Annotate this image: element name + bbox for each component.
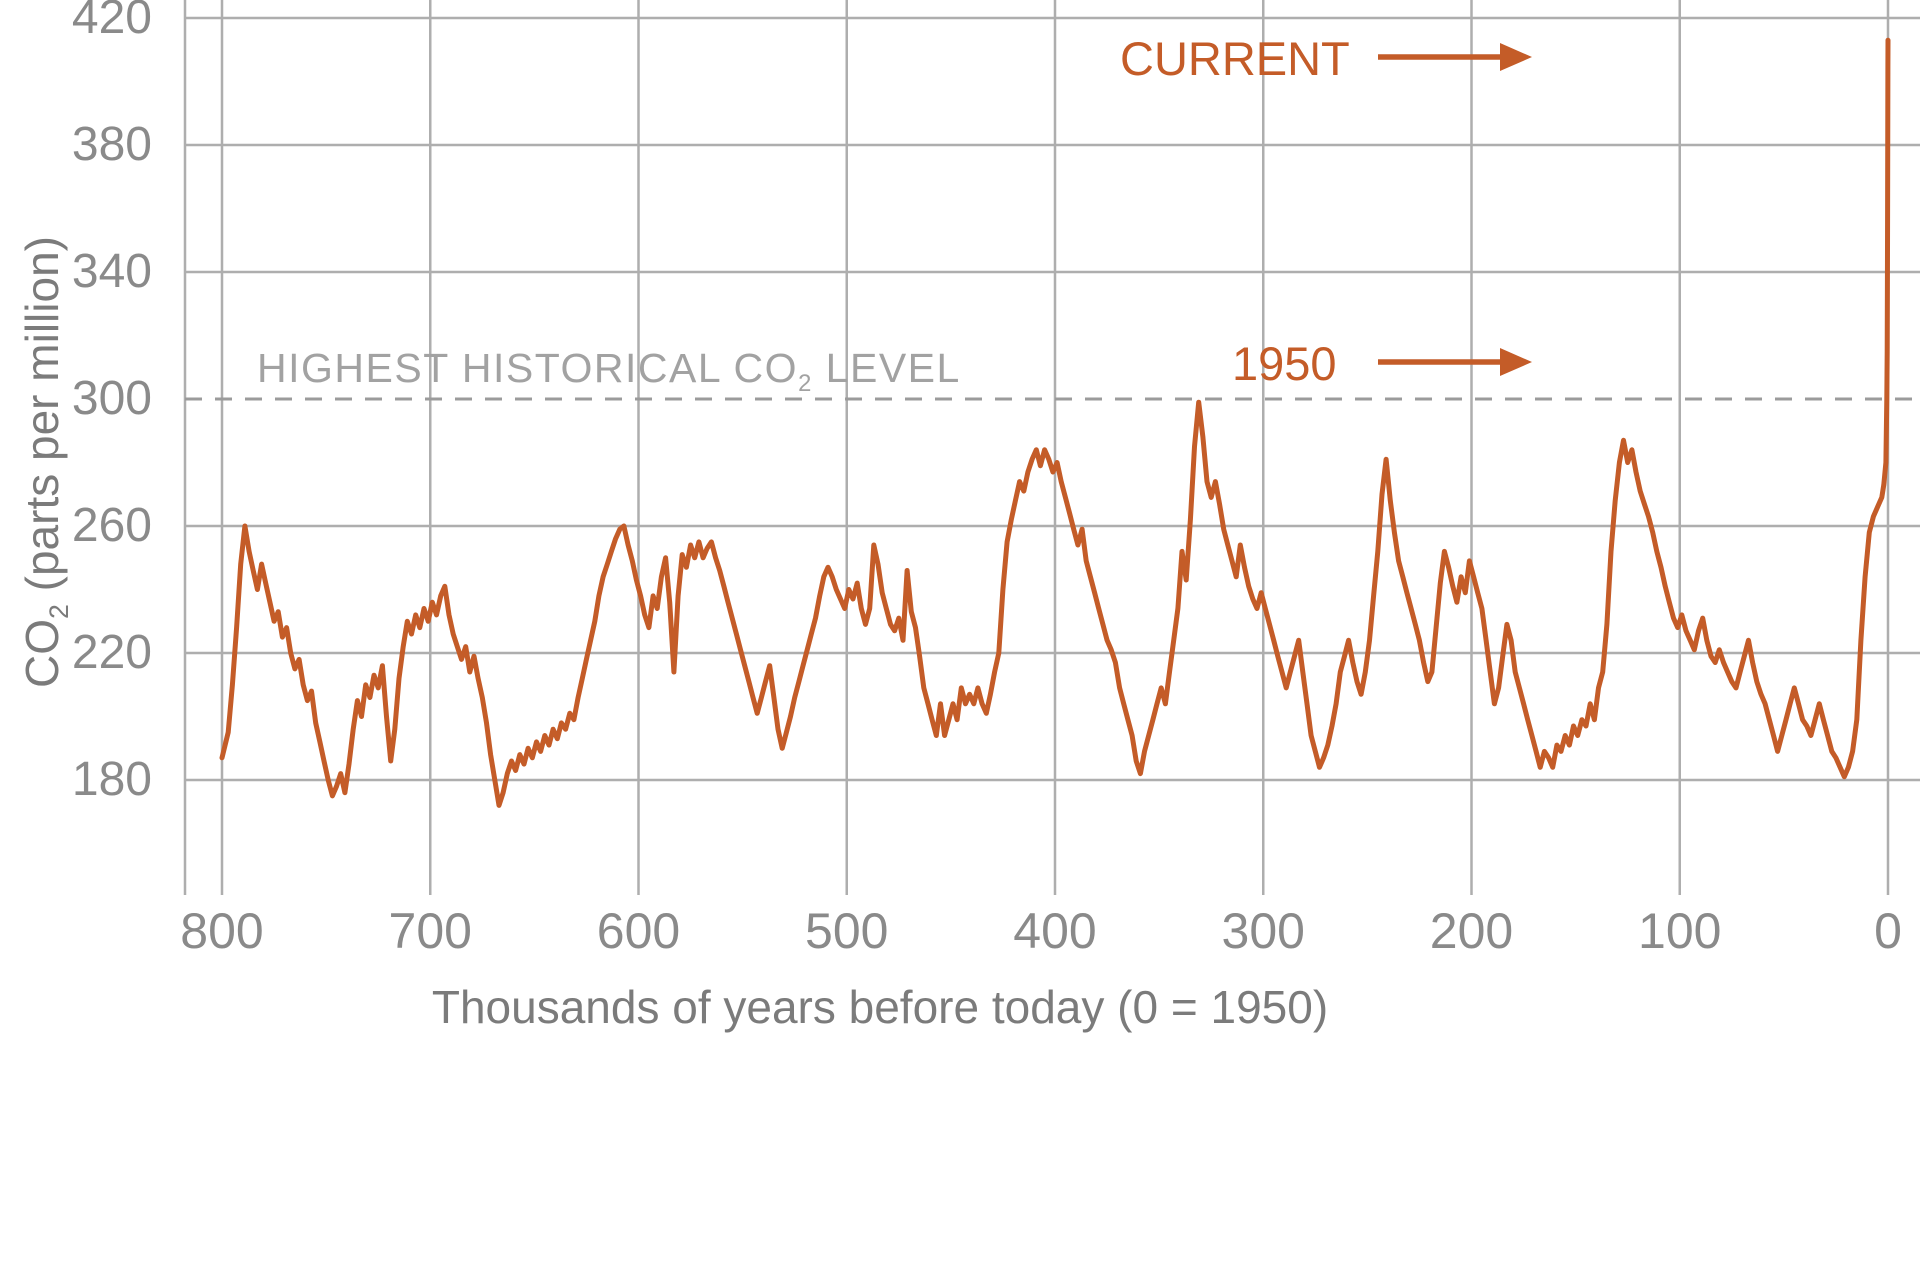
current-arrow-head <box>1500 43 1532 71</box>
highest-historical-label-text: LEVEL <box>812 345 961 391</box>
x-tick-label: 600 <box>596 903 681 959</box>
y-tick-label: 300 <box>71 372 152 425</box>
x-tick-label: 200 <box>1429 903 1514 959</box>
highest-historical-co2-label: HIGHEST HISTORICAL CO2 LEVEL <box>257 345 961 396</box>
y-tick-label: 180 <box>71 753 152 806</box>
x-tick-label: 100 <box>1638 903 1722 959</box>
current-annotation-label: CURRENT <box>1120 32 1350 85</box>
co2-line <box>219 37 1891 808</box>
highest-historical-label-text: HIGHEST HISTORICAL CO <box>257 345 799 391</box>
y-axis-title-subscript: 2 <box>44 604 75 619</box>
year-1950-annotation-label: 1950 <box>1232 337 1337 390</box>
x-tick-label: 300 <box>1221 903 1305 959</box>
highest-historical-label-subscript: 2 <box>798 370 813 398</box>
x-axis-title: Thousands of years before today (0 = 195… <box>431 981 1329 1033</box>
x-tick-label: 400 <box>1013 903 1097 959</box>
x-tick-label: 500 <box>805 903 889 959</box>
y-tick-label: 380 <box>71 118 152 171</box>
y-tick-label: 260 <box>71 499 152 552</box>
x-tick-label: 800 <box>180 903 264 959</box>
x-tick-label: 0 <box>1874 903 1902 959</box>
arrow-1950-head <box>1500 348 1532 376</box>
y-tick-label: 340 <box>71 245 152 298</box>
x-tick-label: 700 <box>388 903 472 959</box>
y-tick-label: 220 <box>71 626 152 679</box>
y-axis-title: CO2 (parts per million) <box>15 236 74 688</box>
y-tick-label: 420 <box>71 0 152 44</box>
